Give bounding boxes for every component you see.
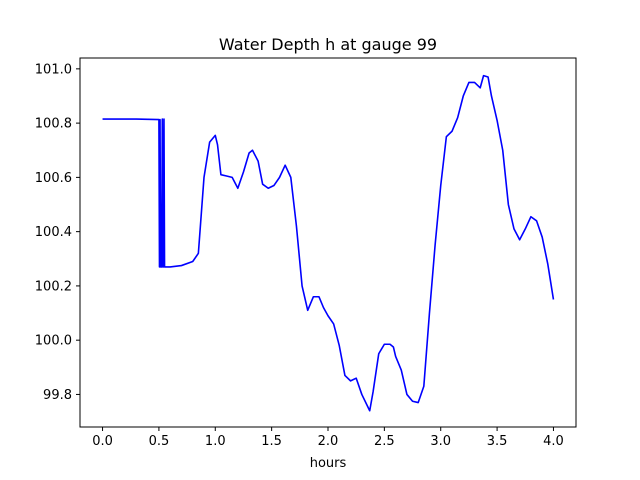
series-line-1 — [102, 74, 555, 412]
x-axis: 0.0 0.5 1.0 1.5 2.0 2.5 3.0 3.5 4.0 — [92, 427, 564, 449]
chart-title: Water Depth h at gauge 99 — [219, 35, 437, 54]
x-tick-label: 2.0 — [318, 434, 339, 449]
x-tick-label: 3.5 — [487, 434, 508, 449]
y-tick-label: 100.4 — [35, 225, 72, 240]
x-axis-label: hours — [310, 456, 347, 471]
plot-area — [79, 57, 577, 428]
y-tick-label: 100.6 — [35, 171, 72, 186]
x-tick-label: 0.0 — [92, 434, 113, 449]
y-tick-label: 99.8 — [43, 388, 72, 403]
y-tick-label: 100.2 — [35, 279, 72, 294]
y-tick-label: 100.0 — [35, 334, 72, 349]
axes-frame — [79, 57, 577, 428]
x-tick-label: 3.0 — [430, 434, 451, 449]
x-tick-label: 1.5 — [261, 434, 282, 449]
y-tick-label: 101.0 — [35, 62, 72, 77]
x-tick-label: 4.0 — [543, 434, 564, 449]
x-tick-label: 0.5 — [149, 434, 170, 449]
x-tick-label: 1.0 — [205, 434, 226, 449]
y-tick-label: 100.8 — [35, 117, 72, 132]
y-axis: 99.8 100.0 100.2 100.4 100.6 100.8 101.0 — [35, 62, 80, 403]
x-tick-label: 2.5 — [374, 434, 395, 449]
